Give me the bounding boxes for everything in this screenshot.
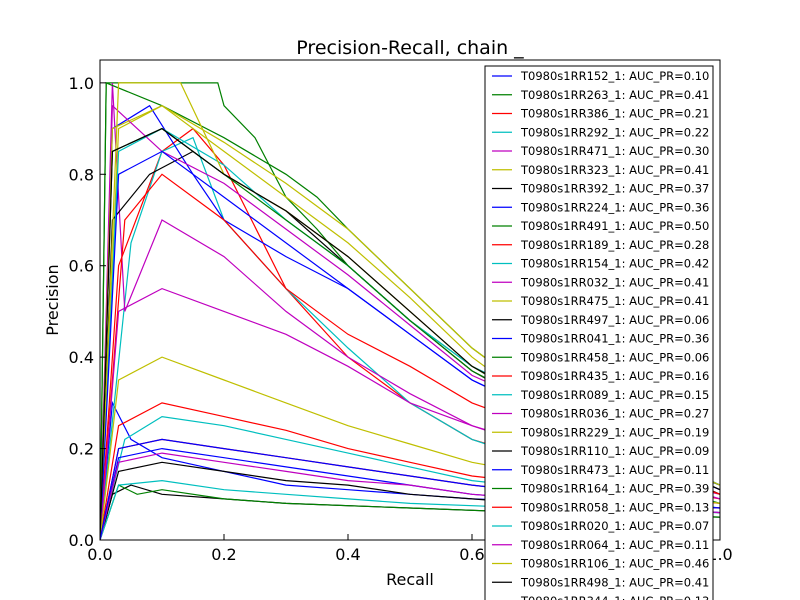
legend-entry-0: T0980s1RR152_1: AUC_PR=0.10 (520, 69, 709, 83)
legend-entry-22: T0980s1RR164_1: AUC_PR=0.39 (520, 482, 709, 496)
legend-entry-24: T0980s1RR020_1: AUC_PR=0.07 (520, 519, 709, 533)
legend-entry-14: T0980s1RR041_1: AUC_PR=0.36 (520, 332, 709, 346)
legend-entry-9: T0980s1RR189_1: AUC_PR=0.28 (520, 238, 709, 252)
legend-entry-13: T0980s1RR497_1: AUC_PR=0.06 (520, 313, 709, 327)
x-tick-label: 1.0 (707, 545, 732, 564)
legend: T0980s1RR152_1: AUC_PR=0.10 T0980s1RR263_… (484, 65, 714, 600)
legend-entry-27: T0980s1RR498_1: AUC_PR=0.41 (520, 575, 709, 589)
chart-title: Precision-Recall, chain _ (296, 37, 524, 59)
legend-entry-15: T0980s1RR458_1: AUC_PR=0.06 (520, 350, 709, 364)
y-tick-label: 0.0 (69, 531, 94, 550)
legend-entry-7: T0980s1RR224_1: AUC_PR=0.36 (520, 200, 709, 214)
x-tick-label: 0.2 (211, 545, 236, 564)
legend-entry-6: T0980s1RR392_1: AUC_PR=0.37 (520, 182, 709, 196)
y-axis-ticks: 0.0 0.2 0.4 0.6 0.8 1.0 (69, 74, 106, 550)
legend-entry-10: T0980s1RR154_1: AUC_PR=0.42 (520, 257, 709, 271)
legend-entry-11: T0980s1RR032_1: AUC_PR=0.41 (520, 275, 709, 289)
legend-entry-16: T0980s1RR435_1: AUC_PR=0.16 (520, 369, 709, 383)
legend-entry-25: T0980s1RR064_1: AUC_PR=0.11 (520, 538, 709, 552)
y-tick-label: 0.4 (69, 348, 94, 367)
legend-entry-19: T0980s1RR229_1: AUC_PR=0.19 (520, 425, 709, 439)
y-tick-label: 0.8 (69, 165, 94, 184)
y-axis-label: Precision (43, 264, 62, 335)
legend-entry-4: T0980s1RR471_1: AUC_PR=0.30 (520, 144, 709, 158)
legend-entry-28: T0980s1RR344_1: AUC_PR=0.13 (520, 594, 709, 600)
legend-entry-5: T0980s1RR323_1: AUC_PR=0.41 (520, 163, 709, 177)
legend-entry-3: T0980s1RR292_1: AUC_PR=0.22 (520, 125, 709, 139)
x-axis-label: Recall (386, 570, 434, 589)
legend-entry-17: T0980s1RR089_1: AUC_PR=0.15 (520, 388, 709, 402)
legend-entry-23: T0980s1RR058_1: AUC_PR=0.13 (520, 500, 709, 514)
y-tick-label: 0.2 (69, 440, 94, 459)
legend-entry-21: T0980s1RR473_1: AUC_PR=0.11 (520, 463, 709, 477)
legend-box (484, 65, 714, 600)
legend-entry-8: T0980s1RR491_1: AUC_PR=0.50 (520, 219, 709, 233)
legend-entry-18: T0980s1RR036_1: AUC_PR=0.27 (520, 407, 709, 421)
x-tick-label: 0.6 (459, 545, 484, 564)
legend-entry-20: T0980s1RR110_1: AUC_PR=0.09 (520, 444, 709, 458)
legend-entry-26: T0980s1RR106_1: AUC_PR=0.46 (520, 557, 709, 571)
y-tick-label: 0.6 (69, 257, 94, 276)
x-tick-label: 0.0 (87, 545, 112, 564)
y-tick-label: 1.0 (69, 74, 94, 93)
legend-entry-2: T0980s1RR386_1: AUC_PR=0.21 (520, 107, 709, 121)
x-axis-ticks: 0.0 0.2 0.4 0.6 1.0 (87, 534, 733, 564)
plot-frame (99, 59, 721, 541)
legend-entry-1: T0980s1RR263_1: AUC_PR=0.41 (520, 88, 709, 102)
x-tick-label: 0.4 (335, 545, 360, 564)
legend-entry-12: T0980s1RR475_1: AUC_PR=0.41 (520, 294, 709, 308)
